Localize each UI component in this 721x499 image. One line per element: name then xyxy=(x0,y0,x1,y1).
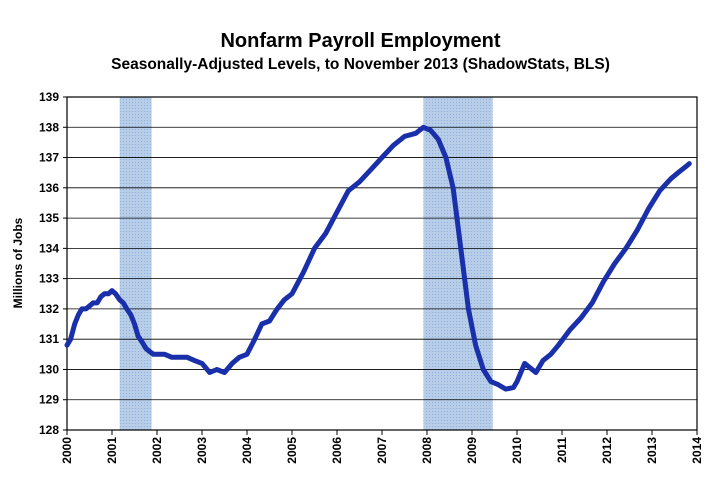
plot-frame xyxy=(66,96,698,431)
y-tick-label: 133 xyxy=(39,272,59,286)
x-tick-label: 2012 xyxy=(600,437,614,464)
x-tick-label: 2005 xyxy=(285,437,299,464)
recession-band-1 xyxy=(119,97,152,430)
x-tick-label: 2000 xyxy=(60,437,74,464)
x-tick-label: 2007 xyxy=(375,437,389,464)
y-tick-label: 138 xyxy=(39,120,59,134)
y-tick-label: 134 xyxy=(39,241,59,255)
chart-title: Nonfarm Payroll Employment xyxy=(220,30,501,52)
y-tick-label: 137 xyxy=(39,151,59,165)
gridlines xyxy=(67,126,697,401)
x-tick-label: 2008 xyxy=(420,437,434,464)
y-tick-label: 128 xyxy=(39,423,59,437)
y-tick-label: 135 xyxy=(39,211,59,225)
y-tick-label: 130 xyxy=(39,362,59,376)
x-tick-label: 2013 xyxy=(645,437,659,464)
y-tick-label: 139 xyxy=(39,90,59,104)
y-tick-labels: 128 129 130 131 132 133 134 135 136 137 138 139 xyxy=(39,90,67,437)
x-tick-label: 2006 xyxy=(330,437,344,464)
x-tick-label: 2004 xyxy=(240,437,254,464)
recession-shading xyxy=(119,97,493,430)
x-tick-label: 2014 xyxy=(690,437,704,464)
x-tick-labels: 2000 2001 2002 2003 2004 2005 2006 2007 2008 2009… xyxy=(60,430,704,464)
x-tick-label: 2003 xyxy=(195,437,209,464)
x-tick-label: 2010 xyxy=(510,437,524,464)
chart-subtitle: Seasonally-Adjusted Levels, to November … xyxy=(111,56,610,73)
series-line xyxy=(64,124,692,392)
y-tick-label: 132 xyxy=(39,302,59,316)
y-tick-label: 129 xyxy=(39,393,59,407)
recession-band-2 xyxy=(423,97,493,430)
y-axis-label: Millions of Jobs xyxy=(11,217,25,308)
x-tick-label: 2011 xyxy=(555,437,569,463)
x-tick-label: 2002 xyxy=(150,437,164,464)
y-tick-label: 136 xyxy=(39,181,59,195)
x-tick-label: 2009 xyxy=(465,437,479,464)
y-tick-label: 131 xyxy=(39,332,59,346)
x-tick-label: 2001 xyxy=(105,437,119,464)
